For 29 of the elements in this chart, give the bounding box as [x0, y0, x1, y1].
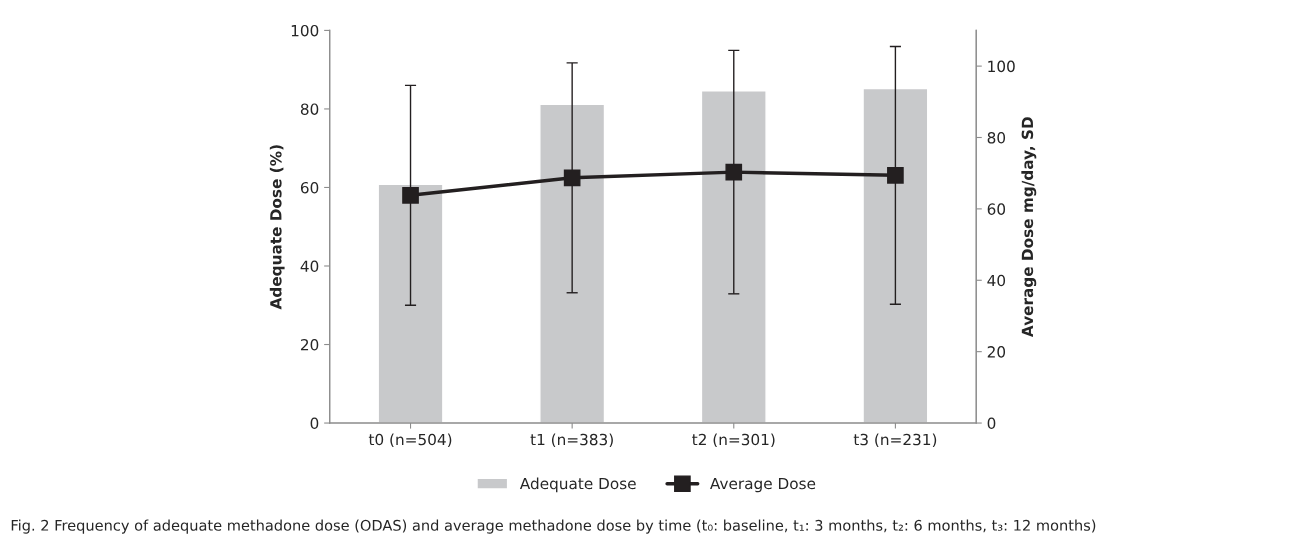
y2-tick-label: 80	[987, 131, 1006, 144]
bar	[700, 90, 767, 424]
y-tick-label: 80	[300, 103, 319, 115]
legend-label: Average Dose	[710, 477, 816, 493]
bar	[377, 183, 444, 424]
x-tick-label: t3 (n=231)	[853, 433, 937, 448]
y2-tick-label: 40	[987, 274, 1006, 287]
point	[887, 166, 904, 184]
point	[725, 163, 743, 181]
legend-label: Adequate Dose	[519, 477, 636, 493]
y-tick-label: 20	[300, 338, 319, 351]
y2-tick-label: 20	[987, 346, 1006, 358]
caption: Fig. 2 Frequency of adequate methadone dose (ODAS) and average methadone dose by time (t₀: baseline, t₁: 3 months, t₂: 6 months, t₃: 12 months)	[11, 519, 1096, 534]
point	[402, 186, 419, 204]
y-tick-label: 40	[300, 260, 319, 273]
y2-tick-label: 0	[987, 417, 996, 430]
y-axis-title: Adequate Dose (%)	[269, 145, 285, 310]
y-tick-label: 60	[300, 181, 319, 194]
bar	[862, 87, 929, 424]
y2-tick-label: 100	[988, 60, 1015, 73]
x-tick-label: t0 (n=504)	[368, 433, 452, 448]
x-tick-label: t2 (n=301)	[692, 433, 775, 448]
bar	[539, 103, 606, 424]
y2-tick-label: 60	[987, 203, 1006, 215]
x-tick-label: t1 (n=383)	[530, 433, 613, 448]
y-tick-label: 100	[291, 24, 319, 37]
y2-axis-title: Average Dose mg/day, SD	[1021, 117, 1037, 338]
y-tick-label: 0	[310, 417, 319, 430]
point	[563, 169, 581, 187]
